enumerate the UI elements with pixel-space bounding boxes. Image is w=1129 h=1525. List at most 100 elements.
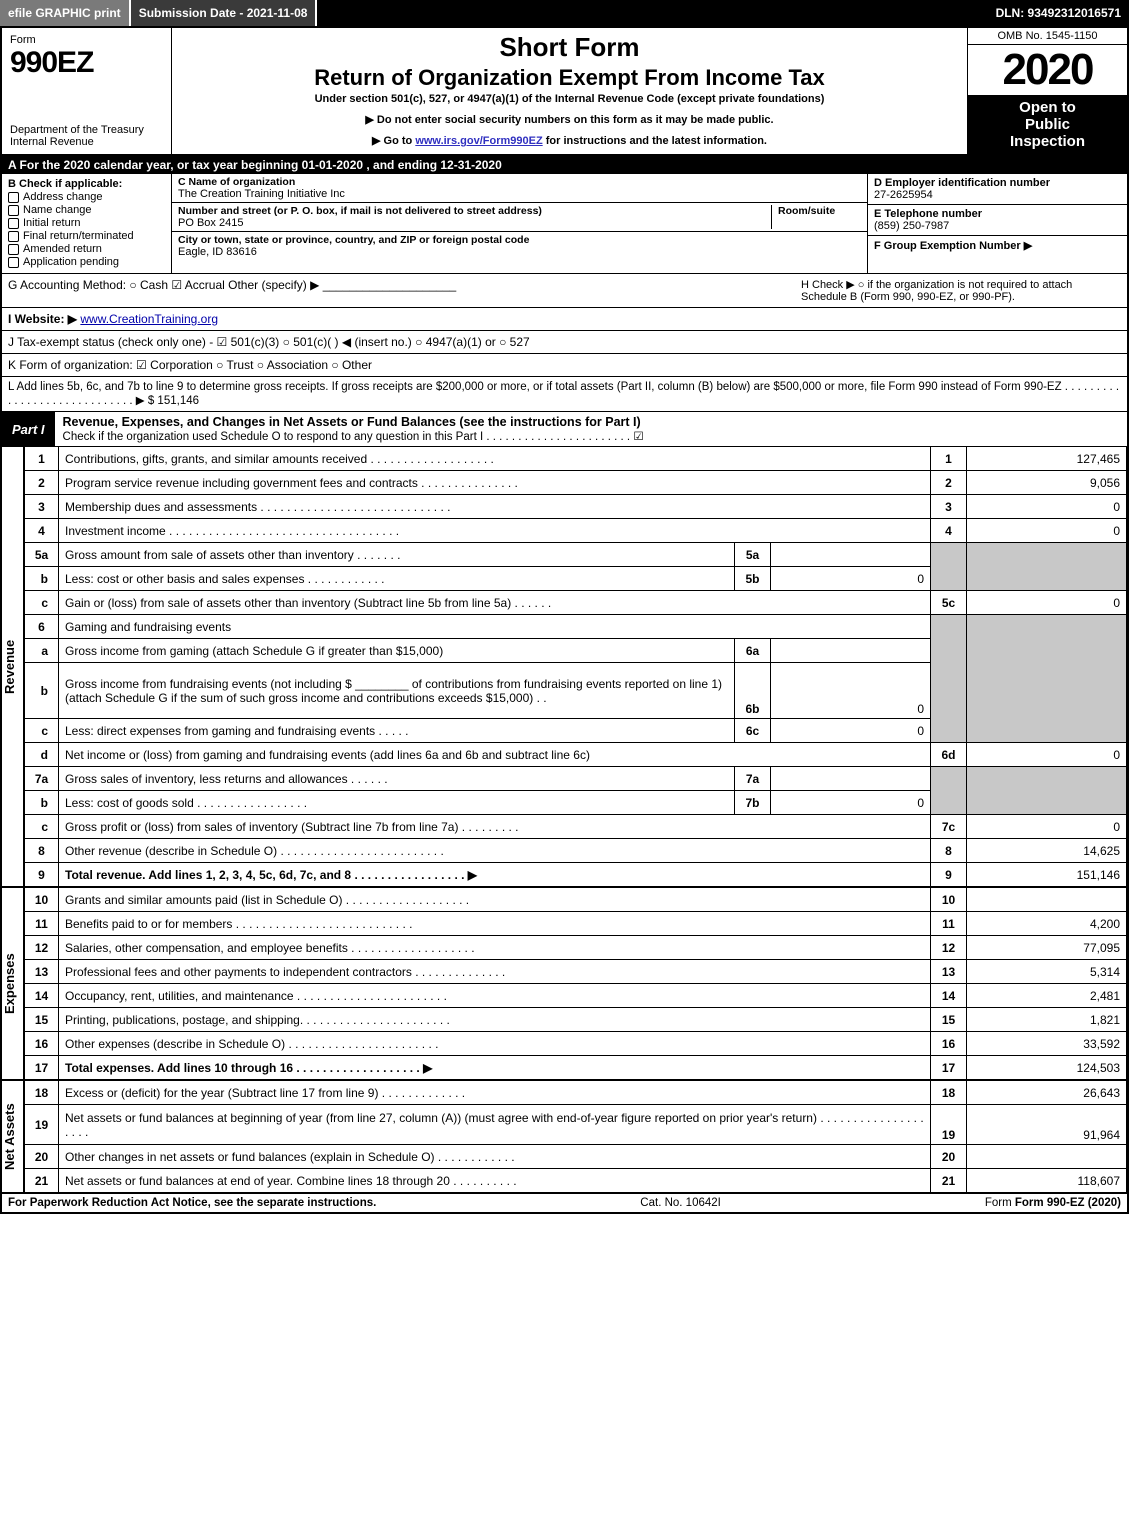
line-15: 15Printing, publications, postage, and s… bbox=[25, 1008, 1127, 1032]
cb-final-return[interactable]: Final return/terminated bbox=[8, 230, 165, 242]
revenue-side-label: Revenue bbox=[2, 446, 24, 887]
line-a-tax-year: A For the 2020 calendar year, or tax yea… bbox=[2, 156, 1127, 174]
goto-line: ▶ Go to www.irs.gov/Form990EZ for instru… bbox=[178, 134, 961, 147]
line-20: 20Other changes in net assets or fund ba… bbox=[25, 1145, 1127, 1169]
part1-tab: Part I bbox=[2, 419, 55, 440]
line-10: 10Grants and similar amounts paid (list … bbox=[25, 888, 1127, 912]
header-center: Short Form Return of Organization Exempt… bbox=[172, 28, 967, 154]
ssn-warning: ▶ Do not enter social security numbers o… bbox=[178, 113, 961, 126]
row-l-gross-receipts: L Add lines 5b, 6c, and 7b to line 9 to … bbox=[2, 377, 1127, 412]
city-value: Eagle, ID 83616 bbox=[178, 246, 257, 258]
revenue-table: 1Contributions, gifts, grants, and simil… bbox=[24, 446, 1127, 887]
line-13: 13Professional fees and other payments t… bbox=[25, 960, 1127, 984]
line-21: 21Net assets or fund balances at end of … bbox=[25, 1169, 1127, 1193]
short-form-title: Short Form bbox=[178, 32, 961, 63]
open-line1: Open to bbox=[970, 99, 1125, 116]
tax-exempt-status: J Tax-exempt status (check only one) - ☑… bbox=[8, 335, 1121, 349]
expenses-table: 10Grants and similar amounts paid (list … bbox=[24, 887, 1127, 1080]
form-number: 990EZ bbox=[10, 46, 163, 80]
open-to-public: Open to Public Inspection bbox=[968, 95, 1127, 154]
row-j-tax-exempt: J Tax-exempt status (check only one) - ☑… bbox=[2, 331, 1127, 354]
return-title: Return of Organization Exempt From Incom… bbox=[178, 65, 961, 91]
open-line2: Public bbox=[970, 116, 1125, 133]
line-6d: dNet income or (loss) from gaming and fu… bbox=[25, 743, 1127, 767]
schedule-b-check: H Check ▶ ○ if the organization is not r… bbox=[801, 278, 1121, 303]
telephone-label: E Telephone number bbox=[874, 208, 982, 220]
website-link[interactable]: www.CreationTraining.org bbox=[80, 312, 218, 326]
line-19: 19Net assets or fund balances at beginni… bbox=[25, 1105, 1127, 1145]
top-bar: efile GRAPHIC print Submission Date - 20… bbox=[0, 0, 1129, 26]
line-5a: 5aGross amount from sale of assets other… bbox=[25, 543, 1127, 567]
cb-amended-return[interactable]: Amended return bbox=[8, 243, 165, 255]
form-label: Form bbox=[10, 34, 163, 46]
checkbox-icon bbox=[8, 257, 19, 268]
form-header: Form 990EZ Department of the Treasury In… bbox=[2, 28, 1127, 156]
row-g-h: G Accounting Method: ○ Cash ☑ Accrual Ot… bbox=[2, 274, 1127, 308]
line-8: 8Other revenue (describe in Schedule O) … bbox=[25, 839, 1127, 863]
addr-value: PO Box 2415 bbox=[178, 217, 243, 229]
irs-link[interactable]: www.irs.gov/Form990EZ bbox=[415, 135, 542, 147]
group-exemption-label: F Group Exemption Number ▶ bbox=[874, 240, 1032, 252]
topbar-spacer bbox=[317, 0, 987, 26]
line-16: 16Other expenses (describe in Schedule O… bbox=[25, 1032, 1127, 1056]
checkbox-icon bbox=[8, 192, 19, 203]
header-left: Form 990EZ Department of the Treasury In… bbox=[2, 28, 172, 154]
catalog-number: Cat. No. 10642I bbox=[640, 1197, 721, 1209]
part1-header: Part I Revenue, Expenses, and Changes in… bbox=[2, 412, 1127, 446]
cb-initial-return[interactable]: Initial return bbox=[8, 217, 165, 229]
open-line3: Inspection bbox=[970, 133, 1125, 150]
line-4: 4Investment income . . . . . . . . . . .… bbox=[25, 519, 1127, 543]
submission-date: Submission Date - 2021-11-08 bbox=[131, 0, 318, 26]
ein-cell: D Employer identification number 27-2625… bbox=[868, 174, 1127, 205]
col-b-head: B Check if applicable: bbox=[8, 178, 165, 190]
line-7c: cGross profit or (loss) from sales of in… bbox=[25, 815, 1127, 839]
cb-address-change[interactable]: Address change bbox=[8, 191, 165, 203]
dln-label: DLN: 93492312016571 bbox=[988, 0, 1129, 26]
part1-note: Check if the organization used Schedule … bbox=[63, 431, 644, 443]
form-version: Form Form 990-EZ (2020) bbox=[985, 1197, 1121, 1209]
page-footer: For Paperwork Reduction Act Notice, see … bbox=[2, 1193, 1127, 1212]
org-city-cell: City or town, state or province, country… bbox=[172, 232, 867, 260]
line-12: 12Salaries, other compensation, and empl… bbox=[25, 936, 1127, 960]
line-9: 9Total revenue. Add lines 1, 2, 3, 4, 5c… bbox=[25, 863, 1127, 887]
telephone-value: (859) 250-7987 bbox=[874, 220, 949, 232]
line-14: 14Occupancy, rent, utilities, and mainte… bbox=[25, 984, 1127, 1008]
block-bcdef: B Check if applicable: Address change Na… bbox=[2, 174, 1127, 274]
part1-title: Revenue, Expenses, and Changes in Net As… bbox=[55, 412, 1127, 446]
org-name-cell: C Name of organization The Creation Trai… bbox=[172, 174, 867, 203]
revenue-section: Revenue 1Contributions, gifts, grants, a… bbox=[2, 446, 1127, 887]
ein-value: 27-2625954 bbox=[874, 189, 933, 201]
goto-pre: ▶ Go to bbox=[372, 135, 415, 147]
checkbox-icon bbox=[8, 244, 19, 255]
dept-treasury: Department of the Treasury Internal Reve… bbox=[10, 124, 163, 148]
netassets-table: 18Excess or (deficit) for the year (Subt… bbox=[24, 1080, 1127, 1193]
dept-line1: Department of the Treasury bbox=[10, 124, 144, 136]
checkbox-icon bbox=[8, 218, 19, 229]
netassets-side-label: Net Assets bbox=[2, 1080, 24, 1193]
col-c-org-info: C Name of organization The Creation Trai… bbox=[172, 174, 867, 273]
part1-title-text: Revenue, Expenses, and Changes in Net As… bbox=[63, 415, 641, 429]
form-of-organization: K Form of organization: ☑ Corporation ○ … bbox=[8, 358, 1121, 372]
group-exemption-cell: F Group Exemption Number ▶ bbox=[868, 236, 1127, 273]
line-6: 6Gaming and fundraising events bbox=[25, 615, 1127, 639]
org-address-row: Number and street (or P. O. box, if mail… bbox=[172, 203, 867, 232]
line-1: 1Contributions, gifts, grants, and simil… bbox=[25, 447, 1127, 471]
accounting-method: G Accounting Method: ○ Cash ☑ Accrual Ot… bbox=[8, 278, 801, 303]
line-17: 17Total expenses. Add lines 10 through 1… bbox=[25, 1056, 1127, 1080]
line-18: 18Excess or (deficit) for the year (Subt… bbox=[25, 1081, 1127, 1105]
under-section: Under section 501(c), 527, or 4947(a)(1)… bbox=[178, 93, 961, 105]
header-right: OMB No. 1545-1150 2020 Open to Public In… bbox=[967, 28, 1127, 154]
line-2: 2Program service revenue including gover… bbox=[25, 471, 1127, 495]
tax-year: 2020 bbox=[968, 45, 1127, 95]
org-name-label: C Name of organization bbox=[178, 176, 295, 188]
row-i-website: I Website: ▶ www.CreationTraining.org bbox=[2, 308, 1127, 331]
line-7a: 7aGross sales of inventory, less returns… bbox=[25, 767, 1127, 791]
col-b-checkboxes: B Check if applicable: Address change Na… bbox=[2, 174, 172, 273]
room-label: Room/suite bbox=[778, 205, 835, 217]
expenses-side-label: Expenses bbox=[2, 887, 24, 1080]
cb-application-pending[interactable]: Application pending bbox=[8, 256, 165, 268]
cb-name-change[interactable]: Name change bbox=[8, 204, 165, 216]
form-990ez-page: Form 990EZ Department of the Treasury In… bbox=[0, 26, 1129, 1214]
expenses-section: Expenses 10Grants and similar amounts pa… bbox=[2, 887, 1127, 1080]
efile-print-button[interactable]: efile GRAPHIC print bbox=[0, 0, 131, 26]
